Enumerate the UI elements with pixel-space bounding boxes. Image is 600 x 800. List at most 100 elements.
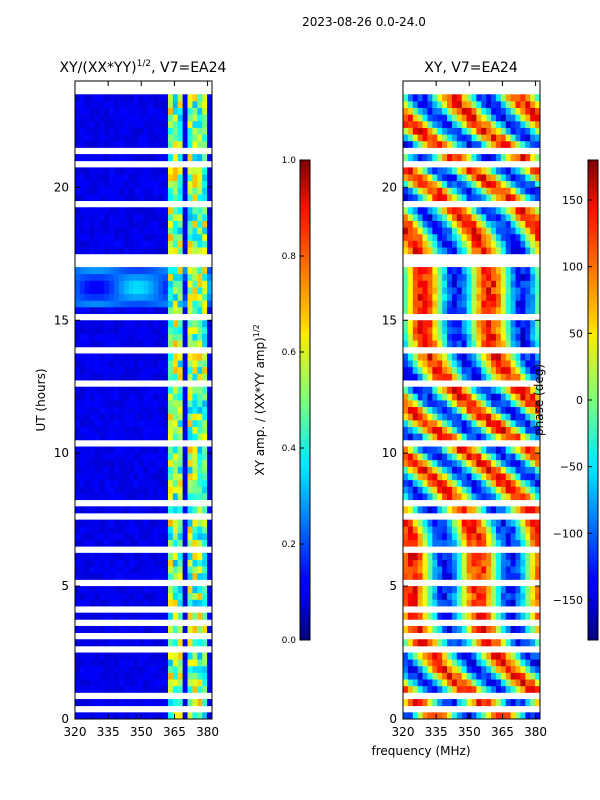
phase-cell — [442, 539, 448, 547]
amplitude-cell — [187, 679, 193, 687]
phase-cell — [505, 366, 512, 374]
amplitude-cell — [143, 679, 149, 687]
amplitude-cell — [109, 712, 115, 719]
phase-cell — [525, 639, 531, 647]
phase-cell — [442, 360, 448, 368]
phase-cell — [505, 360, 512, 368]
phase-cell — [500, 94, 507, 102]
phase-cell — [432, 586, 438, 594]
amplitude-cell — [128, 466, 135, 474]
phase-cell — [403, 446, 409, 454]
amplitude-cell — [148, 127, 154, 135]
amplitude-cell — [207, 532, 212, 540]
amplitude-cell — [192, 406, 198, 414]
amplitude-cell — [172, 127, 179, 135]
phase-cell — [412, 466, 419, 474]
amplitude-cell — [84, 459, 91, 467]
amplitude-cell — [94, 114, 100, 122]
phase-cell — [403, 519, 409, 527]
amplitude-cell — [84, 247, 91, 255]
phase-cell — [510, 665, 516, 673]
amplitude-cell — [182, 134, 188, 142]
amplitude-cell — [138, 353, 144, 361]
phase-cell — [427, 320, 433, 328]
phase-cell — [500, 207, 507, 215]
phase-cell — [447, 386, 453, 394]
amplitude-cell — [133, 373, 139, 381]
amplitude-cell — [192, 586, 198, 594]
phase-cell — [525, 386, 531, 394]
phase-cell — [427, 453, 433, 461]
amplitude-cell — [167, 94, 174, 102]
phase-cell — [417, 213, 423, 221]
phase-cell — [515, 293, 521, 301]
phase-cell — [530, 240, 536, 248]
phase-cell — [461, 639, 467, 647]
amplitude-cell — [192, 466, 198, 474]
amplitude-cell — [163, 107, 169, 115]
amplitude-cell — [163, 306, 169, 315]
amplitude-x-tick-label: 365 — [163, 725, 186, 739]
phase-cell — [407, 267, 414, 275]
amplitude-cell — [192, 174, 198, 182]
phase-cell — [432, 506, 438, 514]
amplitude-cell — [109, 699, 115, 707]
phase-cell — [535, 699, 540, 707]
phase-cell — [466, 519, 472, 527]
phase-cell — [471, 552, 477, 560]
amplitude-cell — [109, 293, 115, 301]
amplitude-cell — [138, 685, 144, 693]
amplitude-cell — [114, 353, 120, 361]
amplitude-cell — [207, 107, 212, 115]
amplitude-cell — [128, 699, 135, 707]
phase-cell — [515, 466, 521, 474]
amplitude-cell — [94, 280, 100, 288]
amplitude-cell — [153, 247, 159, 255]
amplitude-cell — [123, 240, 130, 248]
phase-cell — [403, 493, 409, 501]
amplitude-cell — [119, 127, 125, 135]
amplitude-cell — [94, 493, 100, 501]
amplitude-cell — [187, 280, 193, 288]
phase-cell — [520, 400, 526, 408]
amplitude-cell — [182, 366, 188, 374]
phase-cell — [451, 406, 458, 414]
amplitude-cell — [172, 519, 179, 527]
phase-cell — [451, 479, 458, 487]
phase-cell — [456, 187, 463, 195]
phase-cell — [456, 672, 463, 680]
amplitude-cell — [158, 187, 164, 195]
amplitude-cell — [158, 360, 164, 368]
amplitude-cell — [109, 366, 115, 374]
phase-cell — [515, 400, 521, 408]
phase-cell — [476, 652, 482, 660]
amplitude-cell — [153, 699, 159, 707]
amplitude-cell — [192, 559, 198, 567]
phase-cell — [515, 493, 521, 501]
phase-cell — [520, 446, 526, 454]
amplitude-cell — [187, 592, 193, 600]
amplitude-cell — [84, 526, 91, 534]
phase-cell — [427, 419, 433, 427]
phase-cell — [456, 572, 463, 580]
amplitude-cell — [172, 665, 179, 673]
amplitude-cell — [177, 187, 184, 195]
amplitude-cell — [197, 300, 203, 308]
amplitude-cell — [89, 586, 95, 594]
amplitude-cell — [158, 393, 164, 401]
amplitude-cell — [143, 699, 149, 707]
amplitude-cell — [128, 459, 135, 467]
amplitude-cell — [177, 240, 184, 248]
phase-cell — [486, 273, 492, 281]
phase-cell — [495, 712, 502, 719]
amplitude-cell — [172, 433, 179, 441]
phase-cell — [535, 227, 540, 235]
phase-cell — [412, 659, 419, 667]
phase-cell — [432, 267, 438, 275]
amplitude-cell — [192, 340, 198, 348]
amplitude-cell — [133, 306, 139, 315]
phase-cell — [407, 652, 414, 660]
phase-cell — [442, 400, 448, 408]
